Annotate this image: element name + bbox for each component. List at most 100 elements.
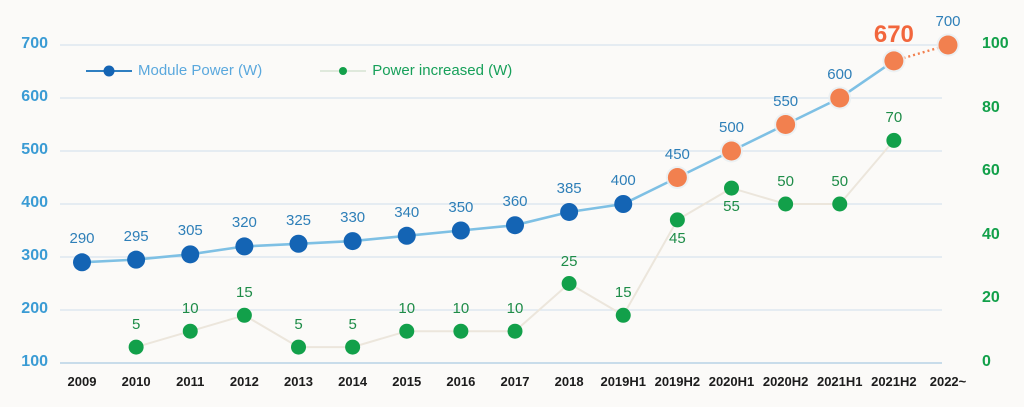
x-axis-tick: 2017 <box>500 374 530 389</box>
data-point-power-increased[interactable] <box>507 323 523 339</box>
x-axis-tick: 2018 <box>554 374 584 389</box>
data-label-highlight: 670 <box>873 20 914 48</box>
data-point-power-increased[interactable] <box>615 307 631 323</box>
data-point-module-power[interactable] <box>776 115 796 134</box>
data-label-power-increased: 5 <box>131 316 141 334</box>
legend-line-icon-blue <box>86 65 132 76</box>
data-label-module-power: 500 <box>718 119 745 136</box>
y-axis-left-tick: 100 <box>21 353 48 370</box>
y-axis-left-tick: 500 <box>21 141 48 158</box>
data-label-power-increased: 10 <box>506 300 524 318</box>
data-label-power-increased: 10 <box>398 300 416 318</box>
data-point-power-increased[interactable] <box>886 132 902 148</box>
data-label-module-power: 325 <box>285 211 312 229</box>
legend-label-power-increased: Power increased (W) <box>372 62 513 79</box>
data-point-power-increased[interactable] <box>453 323 469 339</box>
y-axis-left-tick: 400 <box>21 194 48 211</box>
data-point-module-power[interactable] <box>235 237 254 256</box>
data-point-power-increased[interactable] <box>182 323 198 339</box>
data-label-module-power: 340 <box>394 203 420 221</box>
data-label-power-increased: 45 <box>669 229 686 247</box>
data-label-module-power: 450 <box>664 145 690 163</box>
y-axis-right-tick: 60 <box>982 162 1000 180</box>
data-point-module-power[interactable] <box>506 216 524 235</box>
x-axis-tick: 2022~ <box>929 374 967 389</box>
data-label-power-increased: 10 <box>181 300 199 318</box>
data-point-module-power[interactable] <box>884 51 904 71</box>
data-label-module-power: 330 <box>340 209 366 227</box>
legend-item-module-power[interactable]: Module Power (W) <box>86 62 262 79</box>
data-label-module-power: 600 <box>827 66 853 83</box>
data-point-module-power[interactable] <box>667 168 687 187</box>
data-label-power-increased: 5 <box>348 316 357 334</box>
x-axis-tick: 2020H1 <box>708 374 755 389</box>
x-axis-tick: 2015 <box>392 374 422 389</box>
x-axis-tick: 2009 <box>67 374 97 389</box>
data-label-power-increased: 70 <box>885 109 903 127</box>
y-axis-left-tick: 600 <box>21 88 48 105</box>
y-axis-left-tick: 200 <box>21 300 48 317</box>
data-point-module-power[interactable] <box>614 195 633 213</box>
data-label-module-power: 320 <box>231 214 257 232</box>
data-point-power-increased[interactable] <box>832 196 848 212</box>
data-label-module-power: 290 <box>69 230 95 248</box>
x-axis-tick: 2010 <box>121 374 151 389</box>
data-label-power-increased: 25 <box>560 252 578 270</box>
data-point-power-increased[interactable] <box>291 339 306 355</box>
data-label-power-increased: 50 <box>777 173 794 190</box>
data-point-power-increased[interactable] <box>345 339 361 355</box>
x-axis-tick: 2019H2 <box>654 374 701 389</box>
data-point-module-power[interactable] <box>397 226 416 245</box>
x-axis-tick: 2013 <box>284 374 313 389</box>
data-point-module-power[interactable] <box>73 253 91 272</box>
x-axis-tick: 2016 <box>446 374 476 389</box>
x-axis-tick: 2012 <box>229 374 259 389</box>
legend-dot-icon-blue <box>103 65 115 76</box>
x-axis-tick: 2021H1 <box>816 374 863 389</box>
x-axis-tick: 2021H2 <box>871 374 917 389</box>
data-point-module-power[interactable] <box>343 232 362 251</box>
data-label-module-power: 385 <box>556 179 582 197</box>
y-axis-left-tick: 700 <box>21 35 48 52</box>
data-point-power-increased[interactable] <box>778 196 794 212</box>
x-axis-tick: 2020H2 <box>762 374 809 389</box>
data-label-power-increased: 15 <box>236 284 253 302</box>
data-point-power-increased[interactable] <box>236 307 252 323</box>
data-point-power-increased[interactable] <box>561 276 577 291</box>
y-axis-left-tick: 300 <box>21 247 48 264</box>
y-axis-right-tick: 40 <box>982 225 1000 243</box>
chart-legend: Module Power (W) Power increased (W) <box>86 62 512 79</box>
x-axis-tick: 2011 <box>176 374 205 389</box>
legend-label-module-power: Module Power (W) <box>138 62 263 79</box>
y-axis-right-tick: 80 <box>982 98 1000 116</box>
data-point-module-power[interactable] <box>289 234 308 253</box>
data-point-module-power[interactable] <box>830 88 850 108</box>
data-label-module-power: 400 <box>610 172 636 189</box>
data-point-power-increased[interactable] <box>724 180 739 196</box>
y-axis-right-tick: 20 <box>982 289 1000 307</box>
data-point-module-power[interactable] <box>560 202 579 221</box>
data-point-module-power[interactable] <box>127 250 146 269</box>
data-label-power-increased: 55 <box>723 198 740 216</box>
legend-item-power-increased[interactable]: Power increased (W) <box>320 62 512 79</box>
x-axis-tick: 2019H1 <box>600 374 647 389</box>
y-axis-right-tick: 0 <box>982 353 991 370</box>
data-label-power-increased: 15 <box>614 284 632 302</box>
data-point-power-increased[interactable] <box>669 212 685 228</box>
data-point-module-power[interactable] <box>181 245 200 264</box>
data-point-module-power[interactable] <box>451 221 470 240</box>
data-label-module-power: 360 <box>502 193 528 211</box>
data-point-module-power[interactable] <box>722 141 741 161</box>
data-point-power-increased[interactable] <box>399 323 415 339</box>
x-axis-tick: 2014 <box>338 374 368 389</box>
data-label-module-power: 295 <box>123 227 149 245</box>
data-point-power-increased[interactable] <box>128 339 144 355</box>
data-point-module-power[interactable] <box>938 35 958 55</box>
data-label-module-power: 550 <box>773 92 799 110</box>
data-label-power-increased: 10 <box>452 300 470 318</box>
y-axis-right-tick: 100 <box>982 35 1009 52</box>
series-line-module-power <box>80 59 896 264</box>
data-label-module-power: 700 <box>935 13 961 30</box>
